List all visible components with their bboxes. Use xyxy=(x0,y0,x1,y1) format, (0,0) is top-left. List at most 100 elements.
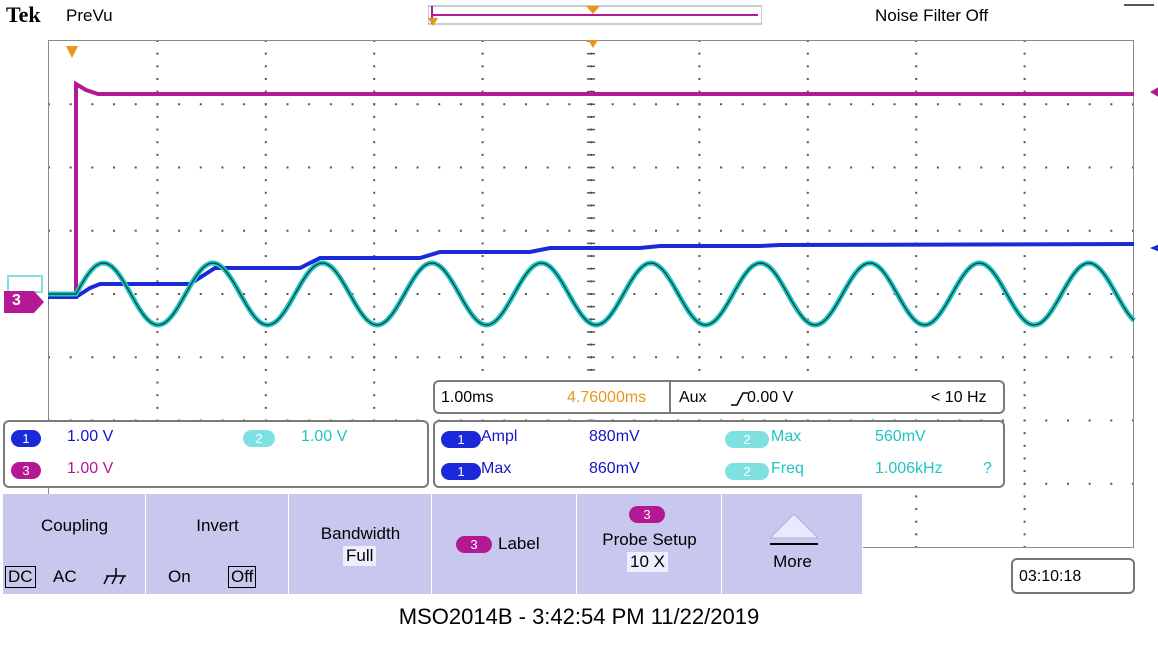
graticule-dot xyxy=(178,356,181,359)
graticule-dot xyxy=(481,166,484,169)
graticule-dot xyxy=(1023,368,1026,371)
graticule-dot xyxy=(1045,166,1048,169)
graticule-dot xyxy=(373,52,376,55)
graticule-dot xyxy=(655,103,658,106)
graticule-dot xyxy=(698,267,701,270)
ch3-ground-label: 3 xyxy=(12,292,21,309)
graticule-dot xyxy=(1023,419,1026,422)
invert-option-off[interactable]: Off xyxy=(228,566,257,588)
graticule-dot xyxy=(1045,293,1048,295)
graticule-dot xyxy=(1023,128,1026,131)
graticule-dot xyxy=(221,103,224,106)
graticule-dot xyxy=(806,229,809,232)
graticule-dot xyxy=(806,179,809,182)
graticule-dot xyxy=(698,255,701,258)
graticule-dot xyxy=(980,356,983,359)
graticule-dot xyxy=(568,103,571,106)
coupling-option-ac[interactable]: AC xyxy=(53,567,77,586)
graticule-dot xyxy=(915,508,918,511)
graticule-dot xyxy=(806,191,809,194)
graticule-dot xyxy=(936,356,939,359)
graticule-dot xyxy=(524,166,527,169)
graticule-dot xyxy=(828,293,831,295)
graticule-dot xyxy=(91,229,94,232)
ch3-scale[interactable]: 1.00 V xyxy=(67,460,114,477)
graticule-dot xyxy=(915,65,918,68)
bandwidth-softkey[interactable]: Bandwidth Full xyxy=(289,494,432,594)
graticule-dot xyxy=(1023,141,1026,144)
coupling-softkey[interactable]: Coupling DC AC xyxy=(3,494,146,594)
graticule-dot xyxy=(156,128,159,131)
graticule-dot xyxy=(1023,204,1026,207)
measurement-readout[interactable]: 1 Ampl 880mV 2 Max 560mV 1 Max 860mV 2 F… xyxy=(433,420,1005,488)
graticule-dot xyxy=(611,166,614,169)
graticule-dot xyxy=(806,115,809,118)
invert-option-on[interactable]: On xyxy=(168,567,191,586)
brand-logo: Tek xyxy=(6,2,41,27)
graticule-dot xyxy=(806,153,809,156)
graticule-dot xyxy=(1023,356,1026,359)
graticule-dot xyxy=(698,103,701,106)
graticule-dot xyxy=(1045,103,1048,106)
meas2-label: Max xyxy=(771,428,802,445)
ch2-scale[interactable]: 1.00 V xyxy=(301,428,348,445)
graticule-dot xyxy=(481,103,484,106)
graticule-dot xyxy=(481,115,484,118)
graticule-dot xyxy=(1023,77,1026,80)
graticule-dot xyxy=(1088,229,1091,232)
label-ch-badge: 3 xyxy=(456,536,492,553)
invert-softkey[interactable]: Invert On Off xyxy=(146,494,289,594)
graticule-dot xyxy=(720,166,723,169)
trigger-position-icon xyxy=(586,6,600,14)
channel-readout[interactable]: 1 1.00 V 2 1.00 V 3 1.00 V xyxy=(3,420,429,488)
graticule-dot xyxy=(134,229,137,232)
acquisition-mode: PreVu xyxy=(66,6,113,25)
graticule-dot xyxy=(893,229,896,232)
graticule-dot xyxy=(481,179,484,182)
graticule-dot xyxy=(373,394,376,397)
bandwidth-value: Full xyxy=(343,546,377,566)
ch3-ground-marker-svg xyxy=(4,291,44,313)
graticule-dot xyxy=(871,103,874,106)
ch1-scale[interactable]: 1.00 V xyxy=(67,428,114,445)
graticule-dot xyxy=(264,204,267,207)
label-softkey[interactable]: 3 Label xyxy=(432,494,577,594)
ch3-level-arrow-icon xyxy=(1150,87,1158,97)
graticule-dot xyxy=(1110,482,1113,485)
graticule-dot xyxy=(481,204,484,207)
graticule-dot xyxy=(416,103,419,106)
graticule-dot xyxy=(806,52,809,55)
graticule-dot xyxy=(438,229,441,232)
graticule-dot xyxy=(1023,330,1026,333)
graticule-dot xyxy=(373,356,376,359)
graticule-dot xyxy=(1045,229,1048,232)
graticule-dot xyxy=(264,368,267,371)
graticule-dot xyxy=(698,242,701,245)
graticule-dot xyxy=(1023,115,1026,118)
graticule-dot xyxy=(308,293,311,295)
timebase-readout[interactable]: 1.00ms 4.76000ms Aux 0.00 V < 10 Hz xyxy=(433,380,1005,414)
graticule-dot xyxy=(156,229,159,232)
graticule-dot xyxy=(546,166,549,169)
graticule-dot xyxy=(1001,103,1004,106)
graticule-dot xyxy=(806,343,809,346)
graticule-dot xyxy=(568,166,571,169)
graticule-dot xyxy=(698,141,701,144)
graticule-dot xyxy=(416,293,419,295)
coupling-option-dc[interactable]: DC xyxy=(5,566,36,588)
graticule-dot xyxy=(806,166,809,169)
probe-setup-softkey[interactable]: 3 Probe Setup 10 X xyxy=(577,494,722,594)
graticule-dot xyxy=(893,103,896,106)
rising-edge-icon xyxy=(731,392,748,406)
graticule-dot xyxy=(394,293,397,295)
graticule-dot xyxy=(373,141,376,144)
graticule-dot xyxy=(113,103,116,106)
ground-icon[interactable] xyxy=(103,566,129,586)
graticule-dot xyxy=(980,166,983,169)
graticule-dot xyxy=(156,343,159,346)
graticule-dot xyxy=(373,128,376,131)
graticule-dot xyxy=(156,166,159,169)
graticule-dot xyxy=(394,356,397,359)
more-softkey[interactable]: More xyxy=(722,494,863,594)
graticule-dot xyxy=(741,356,744,359)
